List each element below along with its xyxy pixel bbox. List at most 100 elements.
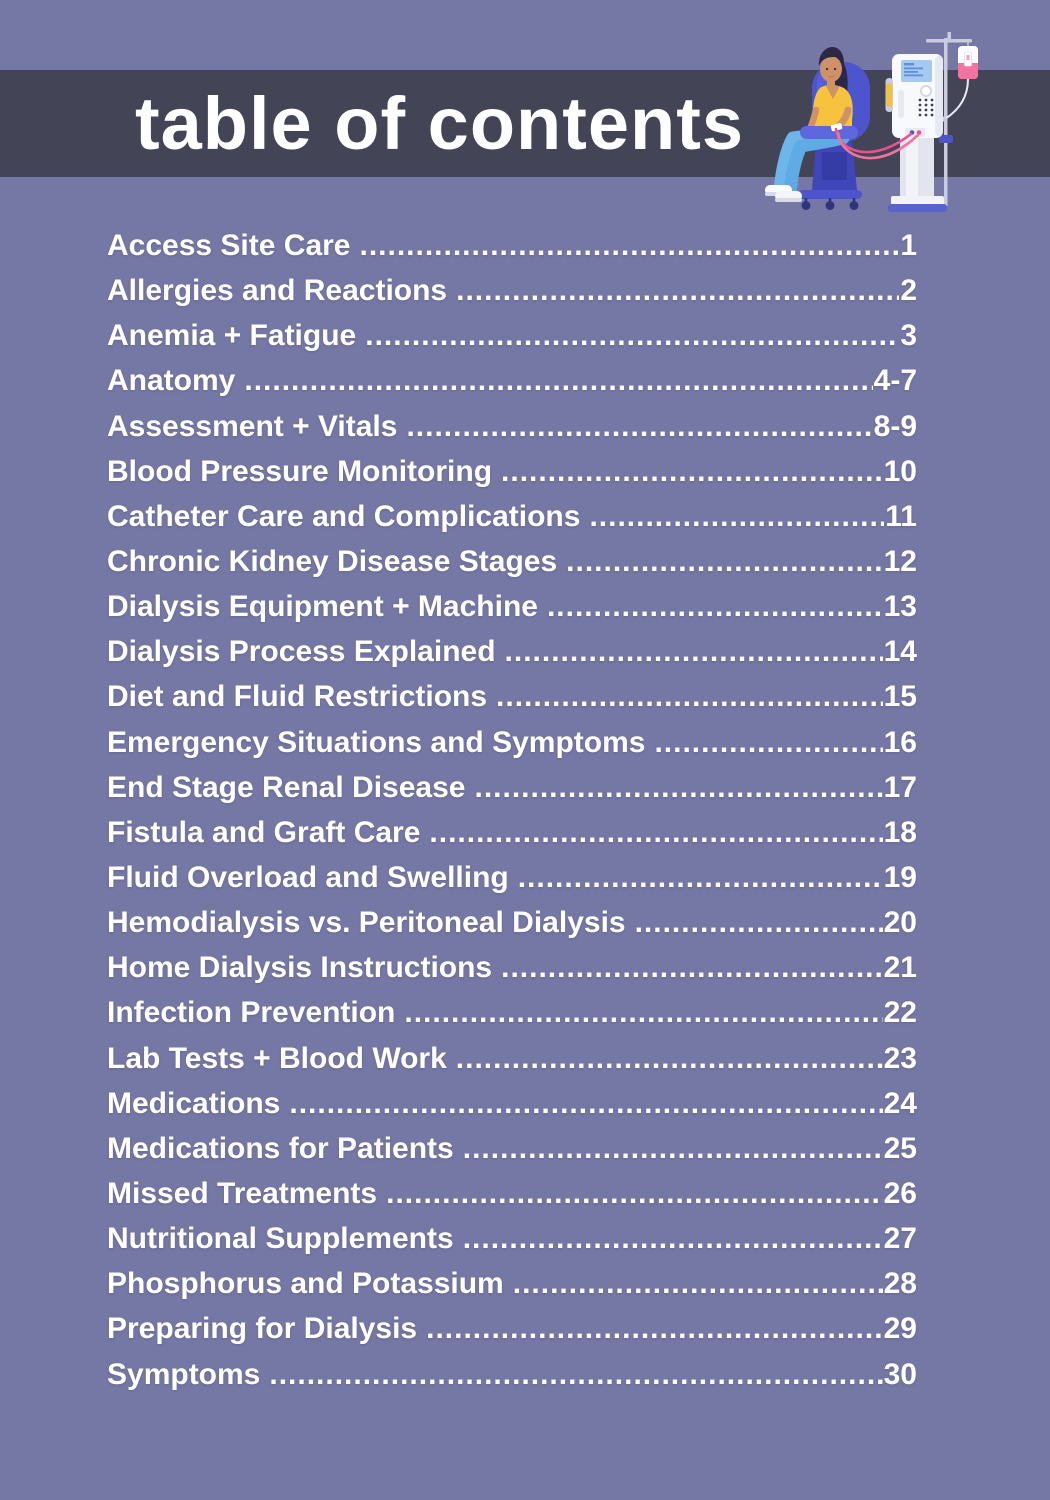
toc-entry: Assessment + Vitals ....................… <box>107 410 917 455</box>
toc-dot-leader: ........................................… <box>462 1131 883 1165</box>
toc-entry-label: Missed Treatments <box>107 1176 378 1210</box>
toc-dot-leader: ........................................… <box>462 1222 883 1256</box>
toc-entry-label: Chronic Kidney Disease Stages <box>107 544 558 578</box>
toc-entry: Phosphorus and Potassium ...............… <box>107 1267 917 1312</box>
toc-dot-leader: ........................................… <box>546 590 883 624</box>
toc-dot-leader: ........................................… <box>455 1041 883 1075</box>
toc-entry: Anatomy ................................… <box>107 364 917 409</box>
toc-dot-leader: ........................................… <box>474 770 882 804</box>
toc-entry: Anemia + Fatigue .......................… <box>107 319 917 364</box>
toc-entry: Catheter Care and Complications ........… <box>107 500 917 545</box>
toc-entry-label: Catheter Care and Complications <box>107 499 581 533</box>
toc-dot-leader: ........................................… <box>504 635 883 669</box>
toc-entry-label: Symptoms <box>107 1357 261 1391</box>
toc-page-number: 14 <box>883 635 917 669</box>
toc-entry-label: Anatomy <box>107 364 236 398</box>
toc-entry: Allergies and Reactions ................… <box>107 274 917 319</box>
header-band: table of contents <box>0 70 1050 177</box>
toc-entry: Blood Pressure Monitoring ..............… <box>107 455 917 500</box>
toc-entry: Preparing for Dialysis .................… <box>107 1312 917 1357</box>
toc-dot-leader: ........................................… <box>386 1176 883 1210</box>
toc-page-number: 8-9 <box>873 409 917 443</box>
toc-entry-label: Assessment + Vitals <box>107 409 398 443</box>
toc-dot-leader: ........................................… <box>566 544 883 578</box>
toc-dot-leader: ........................................… <box>429 815 883 849</box>
toc-entry-label: End Stage Renal Disease <box>107 770 466 804</box>
page-title: table of contents <box>135 82 745 165</box>
toc-entry: Hemodialysis vs. Peritoneal Dialysis ...… <box>107 906 917 951</box>
toc-entry-label: Hemodialysis vs. Peritoneal Dialysis <box>107 906 626 940</box>
toc-dot-leader: ........................................… <box>654 725 883 759</box>
toc-entry: Medications ............................… <box>107 1087 917 1132</box>
toc-page-number: 16 <box>883 725 917 759</box>
toc-dot-leader: ........................................… <box>634 906 883 940</box>
toc-page-number: 29 <box>883 1312 917 1346</box>
toc-page-number: 10 <box>883 454 917 488</box>
toc-page-number: 1 <box>900 229 917 262</box>
toc-entry: Fluid Overload and Swelling ............… <box>107 861 917 906</box>
toc-dot-leader: ........................................… <box>589 499 884 533</box>
toc-page-number: 25 <box>883 1131 917 1165</box>
toc-page-number: 23 <box>883 1041 917 1075</box>
toc-page-number: 22 <box>883 996 917 1030</box>
toc-entry: Medications for Patients ...............… <box>107 1132 917 1177</box>
toc-dot-leader: ........................................… <box>269 1357 882 1391</box>
toc-entry-label: Anemia + Fatigue <box>107 319 357 353</box>
chair-armrest-icon <box>800 126 858 139</box>
toc-entry: Missed Treatments ......................… <box>107 1177 917 1222</box>
toc-entry-label: Allergies and Reactions <box>107 274 448 308</box>
toc-page-number: 3 <box>900 319 917 353</box>
toc-entry-label: Medications <box>107 1086 281 1120</box>
toc-dot-leader: ........................................… <box>426 1312 883 1346</box>
toc-entry-label: Nutritional Supplements <box>107 1222 454 1256</box>
toc-page-number: 26 <box>883 1176 917 1210</box>
toc-dot-leader: ........................................… <box>501 951 883 985</box>
toc-entry-label: Medications for Patients <box>107 1131 454 1165</box>
toc-entry-label: Dialysis Equipment + Machine <box>107 590 538 624</box>
toc-entry-label: Emergency Situations and Symptoms <box>107 725 646 759</box>
toc-dot-leader: ........................................… <box>359 229 900 262</box>
toc-entry-label: Fluid Overload and Swelling <box>107 860 509 894</box>
toc-entry-label: Access Site Care <box>107 229 351 262</box>
toc-page-number: 18 <box>883 815 917 849</box>
toc-entry-label: Lab Tests + Blood Work <box>107 1041 447 1075</box>
dialysis-patient-illustration <box>765 32 978 212</box>
toc-dot-leader: ........................................… <box>512 1267 883 1301</box>
toc-page-number: 12 <box>883 544 917 578</box>
toc-dot-leader: ........................................… <box>406 409 873 443</box>
toc-dot-leader: ........................................… <box>244 364 872 398</box>
dialysis-tubes-icon <box>834 127 920 160</box>
toc-entry-label: Preparing for Dialysis <box>107 1312 418 1346</box>
toc-entry: Diet and Fluid Restrictions ............… <box>107 680 917 725</box>
toc-entry-label: Phosphorus and Potassium <box>107 1267 504 1301</box>
toc-entry-label: Fistula and Graft Care <box>107 815 421 849</box>
toc-entry: End Stage Renal Disease ................… <box>107 771 917 816</box>
toc-entry-label: Diet and Fluid Restrictions <box>107 680 488 714</box>
toc-dot-leader: ........................................… <box>365 319 899 353</box>
toc-dot-leader: ........................................… <box>517 860 883 894</box>
toc-page-number: 17 <box>883 770 917 804</box>
toc-entry: Symptoms ...............................… <box>107 1358 917 1403</box>
iv-blood-bag-icon <box>941 41 978 122</box>
toc-page-number: 21 <box>883 951 917 985</box>
toc-page-number: 2 <box>900 274 917 308</box>
toc-entry-label: Home Dialysis Instructions <box>107 951 493 985</box>
toc-page-number: 28 <box>883 1267 917 1301</box>
toc-dot-leader: ........................................… <box>456 274 900 308</box>
toc-dot-leader: ........................................… <box>496 680 883 714</box>
toc-dot-leader: ........................................… <box>501 454 883 488</box>
toc-page-number: 13 <box>883 590 917 624</box>
toc-entry-label: Infection Prevention <box>107 996 396 1030</box>
toc-entry: Emergency Situations and Symptoms ......… <box>107 726 917 771</box>
toc-dot-leader: ........................................… <box>404 996 882 1030</box>
dialysis-machine-icon <box>885 54 947 212</box>
toc-entry: Nutritional Supplements ................… <box>107 1222 917 1267</box>
toc-entry-label: Dialysis Process Explained <box>107 635 496 669</box>
toc-list: Access Site Care .......................… <box>107 229 917 1403</box>
toc-page-number: 15 <box>883 680 917 714</box>
toc-page-number: 19 <box>883 860 917 894</box>
toc-entry: Home Dialysis Instructions .............… <box>107 951 917 996</box>
toc-page-number: 20 <box>883 906 917 940</box>
toc-entry: Infection Prevention ...................… <box>107 996 917 1041</box>
